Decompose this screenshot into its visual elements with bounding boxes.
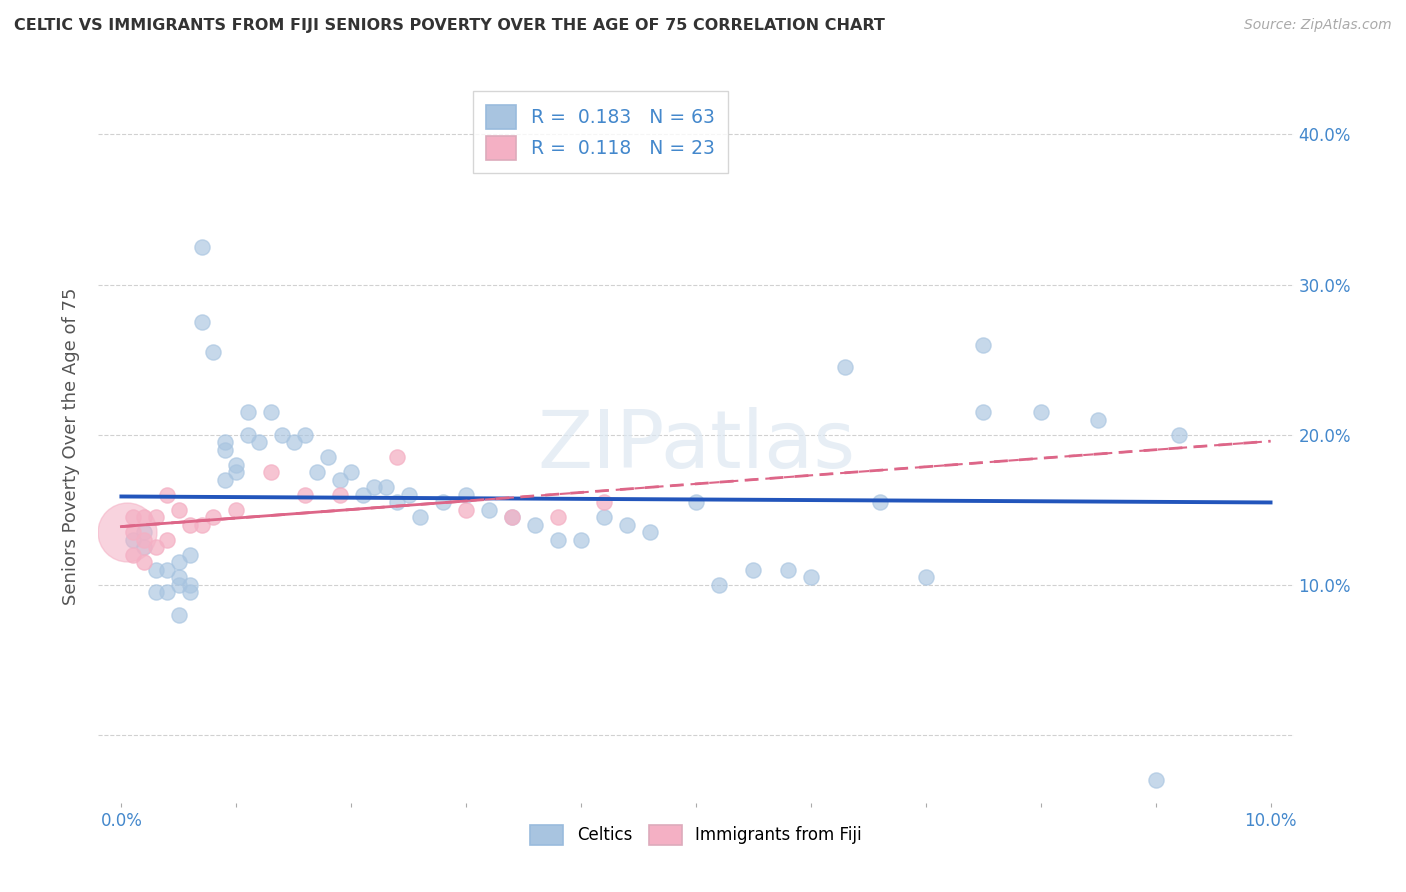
Point	[329, 473, 352, 487]
Point	[776, 563, 799, 577]
Point	[972, 337, 994, 351]
Point	[247, 435, 270, 450]
Point	[179, 517, 201, 532]
Point	[115, 525, 138, 540]
Point	[145, 585, 167, 599]
Point	[122, 533, 145, 547]
Point	[179, 548, 201, 562]
Point	[305, 465, 328, 479]
Point	[134, 533, 156, 547]
Point	[122, 525, 145, 540]
Point	[340, 465, 363, 479]
Point	[167, 556, 190, 570]
Point	[524, 517, 547, 532]
Point	[294, 427, 316, 442]
Point	[1029, 405, 1052, 419]
Point	[167, 503, 190, 517]
Point	[294, 488, 316, 502]
Point	[179, 578, 201, 592]
Point	[167, 570, 190, 584]
Point	[478, 503, 501, 517]
Point	[236, 427, 259, 442]
Point	[616, 517, 638, 532]
Point	[834, 360, 856, 375]
Point	[707, 578, 730, 592]
Point	[800, 570, 823, 584]
Point	[742, 563, 765, 577]
Text: CELTIC VS IMMIGRANTS FROM FIJI SENIORS POVERTY OVER THE AGE OF 75 CORRELATION CH: CELTIC VS IMMIGRANTS FROM FIJI SENIORS P…	[14, 18, 884, 33]
Point	[145, 563, 167, 577]
Legend: Celtics, Immigrants from Fiji: Celtics, Immigrants from Fiji	[523, 818, 869, 852]
Point	[156, 563, 179, 577]
Point	[260, 405, 283, 419]
Point	[456, 488, 478, 502]
Point	[685, 495, 707, 509]
Point	[156, 488, 179, 502]
Point	[547, 510, 569, 524]
Point	[145, 510, 167, 524]
Point	[385, 495, 409, 509]
Point	[385, 450, 409, 465]
Point	[134, 541, 156, 555]
Point	[432, 495, 454, 509]
Point	[374, 480, 396, 494]
Point	[225, 458, 247, 472]
Point	[271, 427, 294, 442]
Y-axis label: Seniors Poverty Over the Age of 75: Seniors Poverty Over the Age of 75	[62, 287, 80, 605]
Point	[1167, 427, 1189, 442]
Point	[134, 510, 156, 524]
Point	[260, 465, 283, 479]
Point	[179, 585, 201, 599]
Point	[122, 548, 145, 562]
Point	[456, 503, 478, 517]
Point	[972, 405, 994, 419]
Point	[134, 556, 156, 570]
Point	[122, 510, 145, 524]
Point	[191, 517, 214, 532]
Point	[167, 578, 190, 592]
Point	[191, 315, 214, 329]
Point	[501, 510, 523, 524]
Point	[593, 510, 616, 524]
Point	[329, 488, 352, 502]
Point	[593, 495, 616, 509]
Point	[156, 585, 179, 599]
Point	[638, 525, 661, 540]
Point	[145, 541, 167, 555]
Point	[134, 525, 156, 540]
Point	[236, 405, 259, 419]
Text: ZIPatlas: ZIPatlas	[537, 407, 855, 485]
Point	[1144, 773, 1167, 788]
Point	[501, 510, 523, 524]
Point	[225, 465, 247, 479]
Point	[214, 473, 236, 487]
Point	[191, 240, 214, 254]
Point	[156, 533, 179, 547]
Point	[547, 533, 569, 547]
Point	[214, 435, 236, 450]
Point	[1087, 413, 1109, 427]
Point	[214, 442, 236, 457]
Point	[283, 435, 305, 450]
Point	[202, 510, 225, 524]
Point	[202, 345, 225, 359]
Point	[569, 533, 592, 547]
Point	[167, 607, 190, 622]
Point	[225, 503, 247, 517]
Point	[869, 495, 891, 509]
Point	[316, 450, 339, 465]
Point	[914, 570, 936, 584]
Point	[398, 488, 420, 502]
Point	[352, 488, 374, 502]
Point	[363, 480, 385, 494]
Point	[409, 510, 432, 524]
Text: Source: ZipAtlas.com: Source: ZipAtlas.com	[1244, 18, 1392, 32]
